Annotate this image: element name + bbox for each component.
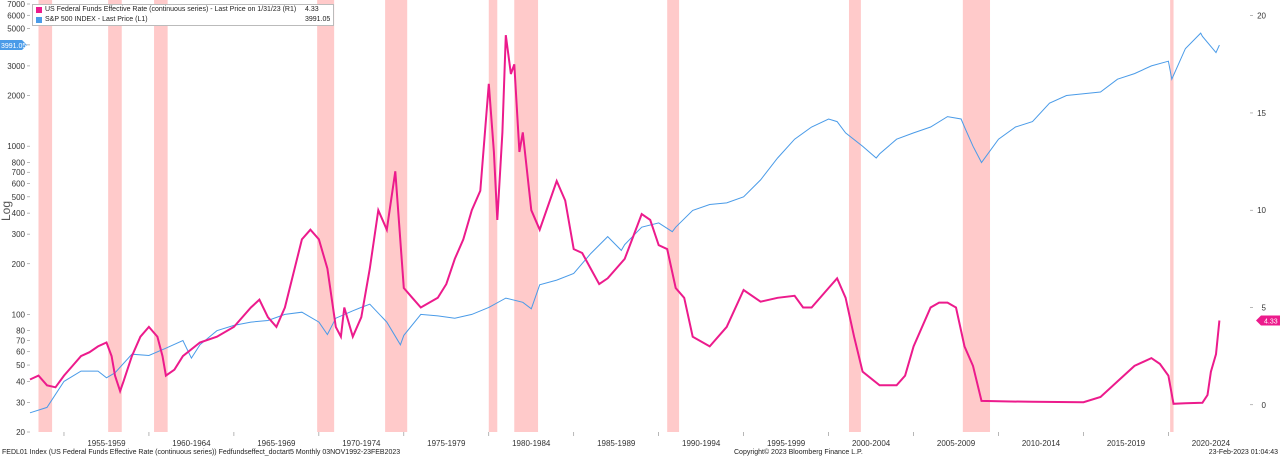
legend-swatch-fed — [36, 7, 42, 13]
right-tick-label-5: 5 — [1262, 303, 1267, 312]
left-tick-label-5000: 5000 — [7, 25, 25, 34]
legend-label-spx: S&P 500 INDEX - Last Price (L1) — [45, 16, 148, 23]
last-value-markers: 3991.05 4.33 — [0, 40, 1280, 326]
recession-band-9 — [962, 0, 991, 432]
left-tick-label-800: 800 — [12, 158, 26, 167]
right-tick-label-0: 0 — [1262, 401, 1267, 410]
x-tick-label-8: 1995-1999 — [767, 439, 806, 448]
legend-entry-fed: US Federal Funds Effective Rate (continu… — [33, 5, 333, 15]
left-tick-label-300: 300 — [12, 230, 26, 239]
footer-left: FEDL01 Index (US Federal Funds Effective… — [2, 449, 401, 456]
series-layer — [29, 32, 1221, 414]
recession-bands — [38, 0, 1174, 432]
recession-band-5 — [488, 0, 498, 432]
x-tick-label-7: 1990-1994 — [682, 439, 721, 448]
right-tick-label-20: 20 — [1257, 12, 1266, 21]
recession-band-3 — [317, 0, 335, 432]
recession-band-2 — [154, 0, 168, 432]
recession-band-8 — [848, 0, 861, 432]
legend-label-fed: US Federal Funds Effective Rate (continu… — [45, 6, 297, 13]
spx-last-value: 3991.05 — [1, 43, 26, 50]
legend: US Federal Funds Effective Rate (continu… — [32, 4, 334, 26]
left-tick-label-3000: 3000 — [7, 62, 25, 71]
left-tick-label-40: 40 — [16, 377, 25, 386]
x-tick-label-0: 1955-1959 — [87, 439, 126, 448]
series-fed-line — [29, 34, 1221, 405]
left-tick-label-70: 70 — [16, 336, 25, 345]
x-tick-label-10: 2005-2009 — [937, 439, 976, 448]
left-tick-label-200: 200 — [12, 260, 26, 269]
left-tick-label-60: 60 — [16, 348, 25, 357]
left-tick-label-2000: 2000 — [7, 92, 25, 101]
recession-band-0 — [38, 0, 53, 432]
x-tick-label-5: 1980-1984 — [512, 439, 551, 448]
left-tick-label-20: 20 — [16, 428, 25, 437]
recession-band-4 — [385, 0, 408, 432]
recession-band-10 — [1170, 0, 1174, 432]
recession-band-6 — [514, 0, 539, 432]
footer-center: Copyright© 2023 Bloomberg Finance L.P. — [734, 449, 863, 456]
x-tick-label-3: 1970-1974 — [342, 439, 381, 448]
right-tick-label-10: 10 — [1257, 206, 1266, 215]
x-tick-label-2: 1965-1969 — [257, 439, 296, 448]
legend-entry-spx: S&P 500 INDEX - Last Price (L1) 3991.05 — [33, 15, 333, 25]
left-tick-label-400: 400 — [12, 209, 26, 218]
x-tick-label-1: 1960-1964 — [172, 439, 211, 448]
x-tick-label-9: 2000-2004 — [852, 439, 891, 448]
left-tick-label-50: 50 — [16, 361, 25, 370]
x-tick-label-11: 2010-2014 — [1022, 439, 1061, 448]
x-tick-label-12: 2015-2019 — [1107, 439, 1146, 448]
left-tick-label-80: 80 — [16, 327, 25, 336]
left-tick-label-700: 700 — [12, 168, 26, 177]
left-tick-label-1000: 1000 — [7, 142, 25, 151]
spx-last-tag — [0, 40, 27, 51]
recession-band-7 — [667, 0, 680, 432]
left-tick-label-100: 100 — [12, 310, 26, 319]
left-tick-label-600: 600 — [12, 179, 26, 188]
legend-swatch-spx — [36, 17, 42, 23]
footer-right: 23-Feb-2023 01:04:43 — [1208, 449, 1278, 456]
recession-band-1 — [108, 0, 122, 432]
legend-value-spx: 3991.05 — [305, 16, 331, 23]
series-spx-line — [29, 32, 1220, 414]
left-tick-label-30: 30 — [16, 398, 25, 407]
legend-value-fed: 4.33 — [305, 6, 319, 13]
left-tick-label-500: 500 — [12, 193, 26, 202]
fed-last-tag — [1256, 315, 1280, 326]
left-tick-label-6000: 6000 — [7, 11, 25, 20]
right-tick-label-15: 15 — [1257, 109, 1266, 118]
x-tick-label-4: 1975-1979 — [427, 439, 466, 448]
left-axis-title: Log — [0, 200, 14, 222]
left-tick-label-7000: 7000 — [7, 0, 25, 9]
fed-last-value: 4.33 — [1264, 319, 1278, 326]
x-tick-label-6: 1985-1989 — [597, 439, 636, 448]
x-tick-label-13: 2020-2024 — [1192, 439, 1231, 448]
